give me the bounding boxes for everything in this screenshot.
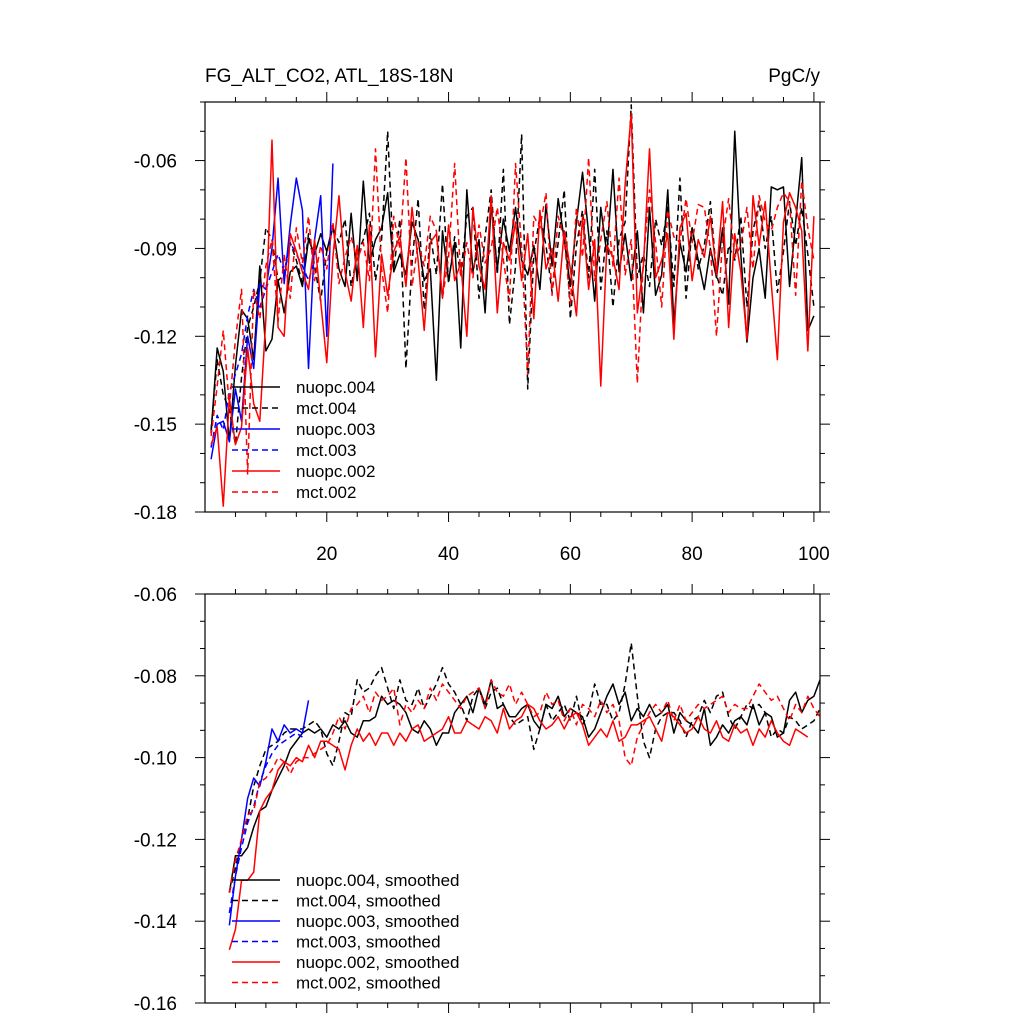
bottom-panel: -0.06 -0.08 -0.10 -0.12 -0.14 -0.16 nuopc.004,… (134, 584, 830, 1015)
series-group (228, 642, 820, 951)
series-line-mct-004-smoothed (228, 642, 820, 893)
series-group (210, 104, 815, 507)
chart-title: FG_ALT_CO2, ATL_18S-18N (205, 66, 454, 87)
y-tick-label: -0.06 (134, 585, 177, 606)
legend-label: mct.002 (296, 483, 356, 502)
y-tick-label: -0.18 (134, 503, 177, 524)
legend-label: mct.002, smoothed (296, 974, 441, 993)
y-tick-label: -0.16 (134, 994, 177, 1015)
legend-label: mct.003 (296, 441, 356, 460)
y-tick-label: -0.12 (134, 830, 177, 851)
x-tick-label: 100 (798, 544, 830, 565)
y-tick-label: -0.15 (134, 415, 177, 436)
x-tick-label: 80 (682, 544, 703, 565)
x-tick-label: 40 (438, 544, 459, 565)
x-tick-label: 20 (316, 544, 337, 565)
y-tick-label: -0.08 (134, 667, 177, 688)
y-tick-label: -0.12 (134, 327, 177, 348)
y-tick-label: -0.10 (134, 749, 177, 770)
y-tick-label: -0.14 (134, 912, 178, 933)
legend-label: mct.004 (296, 399, 356, 418)
series-line-mct-002-smoothed (228, 679, 820, 893)
y-tick-label: -0.06 (134, 152, 177, 173)
series-line-mct-003-smoothed (228, 732, 303, 914)
series-line-nuopc-002-smoothed (228, 703, 809, 951)
legend-label: nuopc.003, smoothed (296, 912, 460, 931)
series-line-nuopc-003 (210, 163, 334, 460)
x-tick-label: 60 (560, 544, 581, 565)
series-line-nuopc-004-smoothed (228, 679, 820, 893)
plot-frame (204, 593, 821, 1004)
top-panel: 20 40 60 80 100 -0.06 -0.09 -0.12 -0.15 -0.18 FG_A… (134, 66, 830, 565)
legend-label: mct.003, smoothed (296, 933, 441, 952)
units-label: PgC/y (768, 66, 820, 87)
legend: nuopc.004 mct.004 nuopc.003 mct.003 nuopc.00… (232, 378, 375, 502)
legend-label: nuopc.002 (296, 462, 375, 481)
legend-label: mct.004, smoothed (296, 892, 441, 911)
legend-label: nuopc.002, smoothed (296, 953, 460, 972)
legend-label: nuopc.004, smoothed (296, 871, 460, 890)
legend-label: nuopc.004 (296, 378, 375, 397)
legend-label: nuopc.003 (296, 420, 375, 439)
y-tick-label: -0.09 (134, 239, 177, 260)
series-line-mct-002 (210, 148, 815, 475)
